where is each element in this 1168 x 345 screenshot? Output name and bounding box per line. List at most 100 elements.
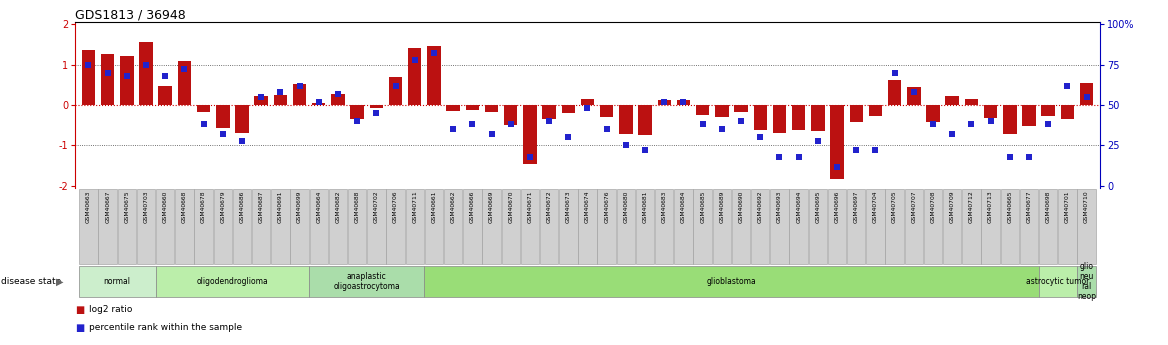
FancyBboxPatch shape xyxy=(444,189,463,264)
Text: GSM40697: GSM40697 xyxy=(854,190,858,223)
Point xyxy=(867,148,885,153)
Point xyxy=(79,62,98,67)
Text: oligodendroglioma: oligodendroglioma xyxy=(196,277,269,286)
Bar xyxy=(466,105,479,110)
Point xyxy=(98,70,117,75)
Text: GSM40668: GSM40668 xyxy=(182,190,187,223)
Point xyxy=(348,118,367,124)
Bar xyxy=(139,42,153,105)
Point xyxy=(674,99,693,105)
FancyBboxPatch shape xyxy=(1077,189,1096,264)
Text: GSM40665: GSM40665 xyxy=(1007,190,1013,223)
Text: GSM40664: GSM40664 xyxy=(317,190,321,223)
Point xyxy=(540,118,558,124)
FancyBboxPatch shape xyxy=(962,189,981,264)
Point xyxy=(194,122,213,127)
FancyBboxPatch shape xyxy=(598,189,616,264)
FancyBboxPatch shape xyxy=(310,266,424,297)
Text: GSM40660: GSM40660 xyxy=(162,190,168,223)
Bar xyxy=(293,84,306,105)
Text: GSM40679: GSM40679 xyxy=(221,190,225,223)
Point xyxy=(1077,94,1096,100)
Bar xyxy=(676,100,690,105)
Text: GSM40712: GSM40712 xyxy=(969,190,974,223)
Point xyxy=(444,127,463,132)
FancyBboxPatch shape xyxy=(464,189,481,264)
FancyBboxPatch shape xyxy=(521,189,540,264)
Text: GSM40663: GSM40663 xyxy=(86,190,91,223)
Text: GSM40677: GSM40677 xyxy=(1027,190,1031,223)
Bar xyxy=(715,105,729,117)
Point xyxy=(1058,83,1077,88)
Bar xyxy=(811,105,825,131)
Text: GSM40708: GSM40708 xyxy=(931,190,936,223)
Text: GSM40691: GSM40691 xyxy=(278,190,283,223)
FancyBboxPatch shape xyxy=(78,266,155,297)
Text: GSM40675: GSM40675 xyxy=(124,190,130,223)
FancyBboxPatch shape xyxy=(943,189,961,264)
Point xyxy=(847,148,865,153)
Text: GSM40706: GSM40706 xyxy=(394,190,398,223)
Bar xyxy=(926,105,940,122)
FancyBboxPatch shape xyxy=(694,189,711,264)
Point xyxy=(328,91,347,96)
Text: GSM40674: GSM40674 xyxy=(585,190,590,223)
Bar xyxy=(1042,105,1055,116)
Bar xyxy=(945,96,959,105)
Point xyxy=(578,106,597,111)
Bar xyxy=(869,105,882,116)
Text: GSM40671: GSM40671 xyxy=(528,190,533,223)
Text: GSM40670: GSM40670 xyxy=(508,190,513,223)
FancyBboxPatch shape xyxy=(924,189,943,264)
Text: GDS1813 / 36948: GDS1813 / 36948 xyxy=(75,8,186,21)
Bar xyxy=(178,61,192,105)
FancyBboxPatch shape xyxy=(617,189,635,264)
Bar xyxy=(983,105,997,118)
Point xyxy=(655,99,674,105)
Text: GSM40667: GSM40667 xyxy=(105,190,110,223)
Text: GSM40695: GSM40695 xyxy=(815,190,820,223)
Text: GSM40707: GSM40707 xyxy=(911,190,917,223)
Bar xyxy=(773,105,786,132)
Point xyxy=(137,62,155,67)
Point xyxy=(712,127,731,132)
Text: GSM40666: GSM40666 xyxy=(470,190,475,223)
FancyBboxPatch shape xyxy=(328,189,347,264)
FancyBboxPatch shape xyxy=(674,189,693,264)
Text: GSM40713: GSM40713 xyxy=(988,190,993,223)
Point xyxy=(962,122,981,127)
FancyBboxPatch shape xyxy=(155,266,310,297)
Text: GSM40676: GSM40676 xyxy=(604,190,610,223)
FancyBboxPatch shape xyxy=(194,189,213,264)
FancyBboxPatch shape xyxy=(904,189,923,264)
FancyBboxPatch shape xyxy=(1040,189,1057,264)
Point xyxy=(463,122,481,127)
Point xyxy=(310,99,328,105)
Bar xyxy=(965,99,978,105)
Point xyxy=(482,131,501,137)
Text: GSM40701: GSM40701 xyxy=(1065,190,1070,223)
FancyBboxPatch shape xyxy=(271,189,290,264)
FancyBboxPatch shape xyxy=(1001,189,1018,264)
Point xyxy=(828,164,847,169)
Bar xyxy=(830,105,843,179)
Text: astrocytic tumor: astrocytic tumor xyxy=(1026,277,1090,286)
Text: GSM40678: GSM40678 xyxy=(201,190,206,223)
Point xyxy=(904,89,923,95)
Point xyxy=(1020,154,1038,160)
Bar xyxy=(235,105,249,132)
Bar xyxy=(1061,105,1075,119)
Point xyxy=(885,70,904,75)
FancyBboxPatch shape xyxy=(828,189,847,264)
FancyBboxPatch shape xyxy=(790,189,808,264)
Bar xyxy=(849,105,863,122)
FancyBboxPatch shape xyxy=(137,189,155,264)
Text: GSM40661: GSM40661 xyxy=(431,190,437,223)
Point xyxy=(232,138,251,144)
FancyBboxPatch shape xyxy=(501,189,520,264)
FancyBboxPatch shape xyxy=(252,189,271,264)
Bar xyxy=(485,105,499,112)
Text: GSM40688: GSM40688 xyxy=(355,190,360,223)
Bar xyxy=(580,99,595,105)
FancyBboxPatch shape xyxy=(559,189,577,264)
